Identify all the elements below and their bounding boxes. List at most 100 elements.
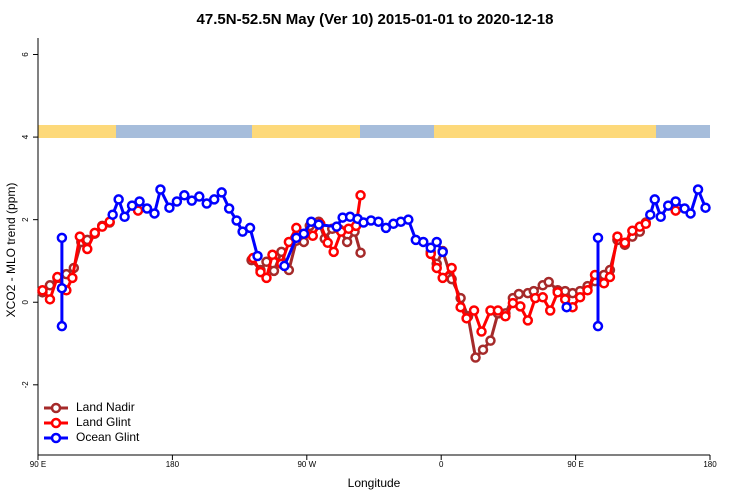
point — [544, 305, 556, 316]
point — [164, 202, 175, 213]
series — [56, 184, 711, 332]
point — [96, 221, 108, 232]
point — [194, 191, 205, 202]
point — [468, 305, 480, 316]
point — [56, 320, 68, 332]
point — [252, 250, 263, 262]
point — [645, 209, 656, 220]
point — [322, 237, 333, 249]
point — [582, 285, 593, 296]
point — [470, 352, 481, 363]
chart-title: 47.5N-52.5N May (Ver 10) 2015-01-01 to 2… — [197, 11, 554, 28]
point — [574, 292, 586, 303]
point — [700, 202, 711, 213]
point — [522, 315, 534, 326]
point — [126, 200, 138, 211]
point — [431, 236, 442, 248]
land-band — [252, 125, 360, 138]
point — [291, 222, 302, 234]
point — [267, 249, 278, 261]
point — [331, 221, 342, 232]
point — [437, 246, 448, 258]
point — [515, 301, 526, 312]
point — [56, 232, 68, 244]
point — [261, 272, 272, 284]
legend-label: Land Nadir — [76, 400, 135, 414]
point — [74, 231, 86, 242]
point — [655, 211, 666, 223]
point — [328, 246, 339, 258]
point — [307, 230, 319, 242]
point — [279, 260, 290, 272]
x-axis-label: Longitude — [348, 476, 401, 490]
point — [461, 313, 472, 324]
point — [685, 208, 696, 219]
point — [604, 271, 616, 283]
x-tick-label: 90 W — [297, 460, 316, 469]
point — [208, 194, 220, 205]
point — [141, 203, 153, 214]
point — [171, 196, 183, 207]
y-tick-label: -2 — [21, 381, 30, 389]
point — [592, 232, 604, 244]
x-tick-label: 180 — [703, 460, 717, 469]
y-tick-label: 4 — [21, 134, 30, 139]
point — [107, 209, 118, 220]
land-band — [434, 125, 656, 138]
point — [380, 222, 392, 234]
point — [186, 195, 198, 206]
x-tick-label: 90 E — [567, 460, 583, 469]
point — [373, 216, 384, 227]
point — [649, 194, 660, 205]
x-tick-label: 180 — [166, 460, 180, 469]
point — [446, 262, 457, 274]
point — [313, 219, 324, 230]
legend-marker — [50, 432, 62, 444]
point — [485, 335, 496, 346]
point — [640, 218, 652, 230]
point — [455, 301, 466, 313]
point — [552, 287, 563, 298]
point — [52, 271, 63, 283]
point — [612, 231, 623, 242]
point — [244, 222, 256, 234]
point — [543, 276, 554, 288]
point — [89, 227, 100, 239]
point — [403, 214, 414, 225]
point — [155, 184, 166, 195]
legend-marker — [50, 417, 62, 429]
point — [476, 326, 487, 337]
point — [437, 272, 448, 284]
point — [231, 215, 242, 226]
land-band — [38, 125, 116, 138]
point — [119, 211, 130, 223]
point — [561, 301, 572, 313]
y-tick-label: 2 — [21, 217, 30, 222]
point — [425, 242, 436, 253]
point — [67, 272, 78, 284]
y-axis-label: XCO2 - MLO trend (ppm) — [4, 183, 18, 318]
point — [662, 200, 674, 211]
point — [355, 247, 366, 258]
point — [692, 184, 704, 195]
point — [113, 194, 124, 205]
point — [216, 187, 227, 198]
point — [179, 190, 190, 201]
point — [598, 277, 610, 289]
point — [201, 198, 212, 209]
point — [431, 262, 442, 274]
point — [283, 236, 295, 248]
x-tick-label: 0 — [439, 460, 444, 469]
point — [268, 265, 280, 277]
y-tick-label: 6 — [21, 52, 30, 57]
legend-label: Ocean Glint — [76, 430, 140, 444]
point — [82, 243, 93, 255]
point — [418, 236, 429, 248]
point — [341, 236, 353, 248]
point — [291, 232, 302, 244]
point — [298, 228, 310, 239]
point — [134, 196, 145, 207]
point — [492, 305, 504, 316]
legend-marker — [50, 402, 62, 414]
point — [513, 288, 525, 300]
